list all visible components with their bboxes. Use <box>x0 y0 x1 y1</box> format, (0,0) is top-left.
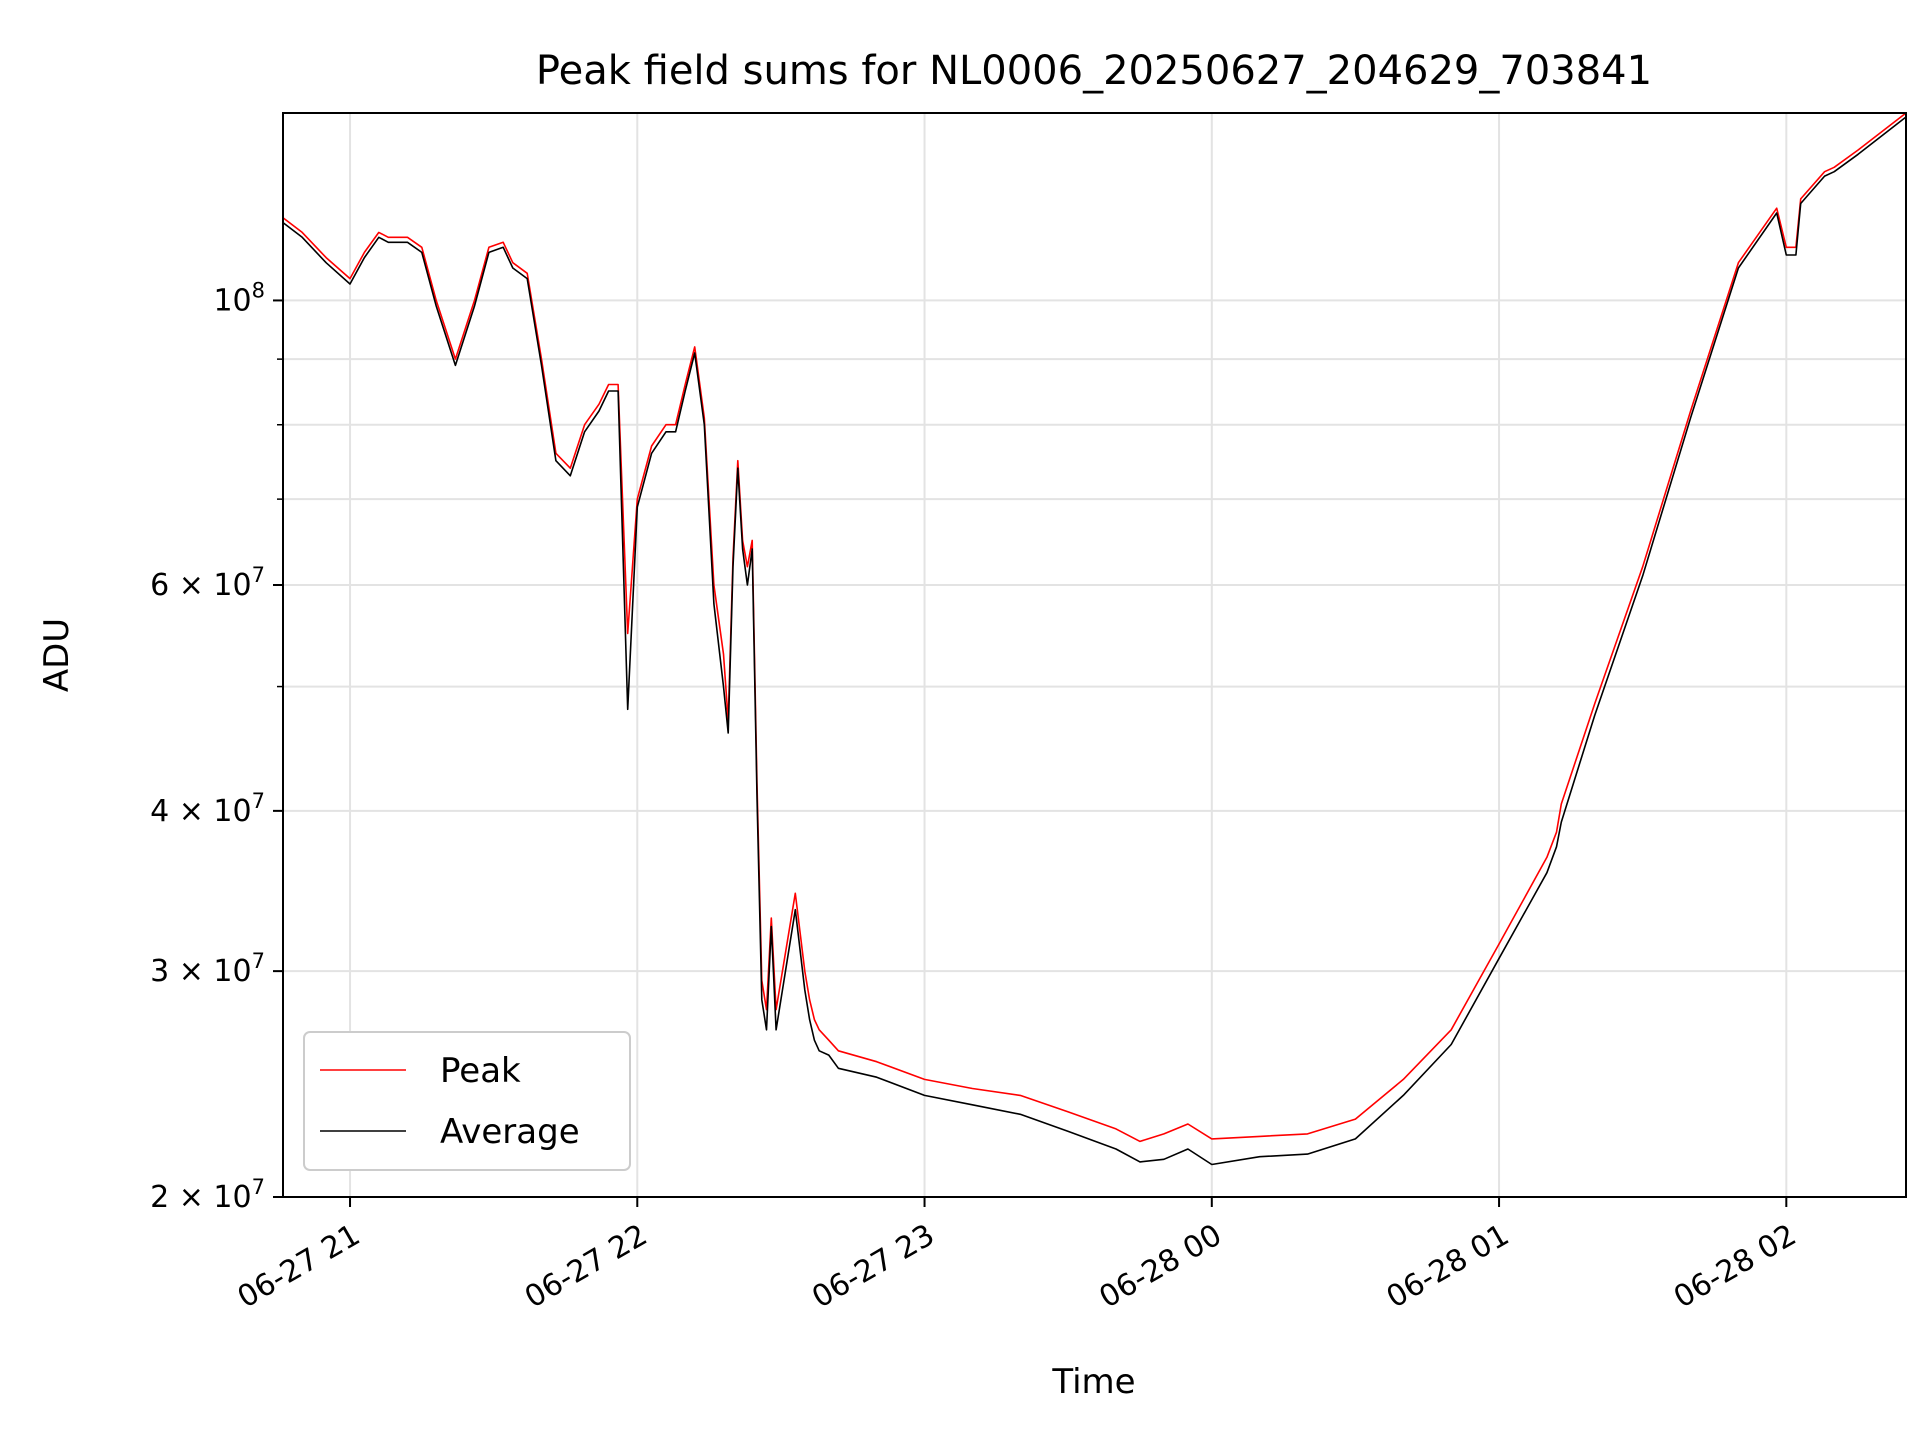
plot-area <box>282 112 1907 1166</box>
x-axis-label: Time <box>1051 1362 1135 1402</box>
y-tick-label: 6 × 107 <box>150 563 265 603</box>
series-line-average <box>282 116 1907 1166</box>
y-tick-label: 4 × 107 <box>150 789 265 829</box>
chart-title: Peak field sums for NL0006_20250627_2046… <box>536 48 1652 94</box>
legend: Peak Average <box>303 1031 631 1171</box>
series-line-peak <box>282 112 1907 1143</box>
y-tick-label: 3 × 107 <box>150 949 265 989</box>
y-axis-label: ADU <box>37 618 77 692</box>
y-axis-ticks: 2 × 107 3 × 107 4 × 107 6 × 107 108 <box>150 278 283 1215</box>
y-tick-label: 2 × 107 <box>150 1175 265 1215</box>
grid-lines <box>283 113 1906 1198</box>
legend-box <box>303 1031 631 1171</box>
legend-label-peak: Peak <box>440 1051 521 1091</box>
legend-label-average: Average <box>440 1112 580 1152</box>
plot-frame <box>282 112 1907 1198</box>
y-tick-label: 108 <box>213 278 265 318</box>
